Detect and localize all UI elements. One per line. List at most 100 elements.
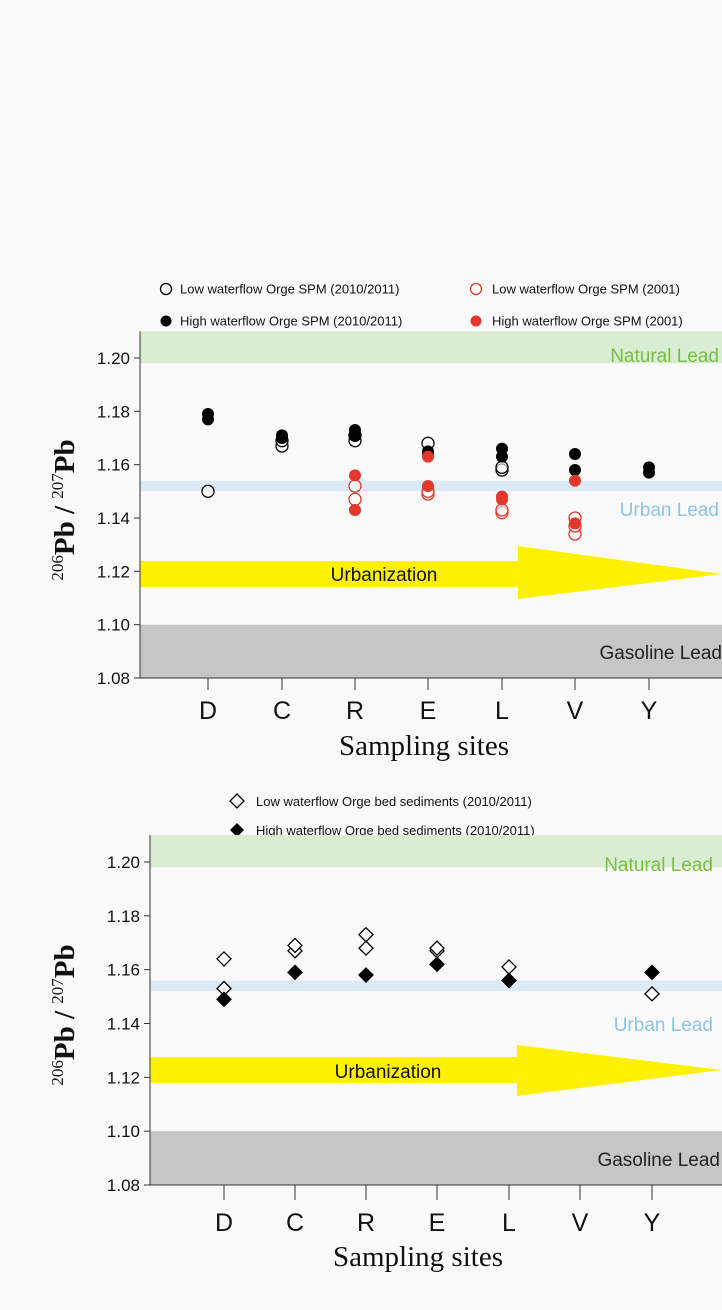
data-point-filled-circle bbox=[349, 469, 361, 482]
gasoline-lead-label: Gasoline Lead bbox=[599, 643, 722, 664]
legend-item: Low waterflow Orge bed sediments (2010/2… bbox=[229, 793, 532, 809]
legend-item: Low waterflow Orge SPM (2010/2011) bbox=[159, 282, 399, 297]
y-tick-label: 1.08 bbox=[107, 1176, 140, 1195]
urbanization-label: Urbanization bbox=[335, 1062, 442, 1083]
legend-marker bbox=[230, 823, 244, 837]
y-tick-label: 1.10 bbox=[97, 616, 130, 635]
legend-item: High waterflow Orge SPM (2001) bbox=[470, 314, 683, 329]
legend-item: High waterflow Orge bed sediments (2010/… bbox=[230, 823, 535, 838]
data-point-open-circle bbox=[495, 460, 509, 474]
data-point-filled-diamond bbox=[287, 964, 303, 981]
data-point-open-diamond bbox=[429, 940, 445, 957]
y-tick-label: 1.16 bbox=[97, 456, 130, 475]
data-point-open-diamond bbox=[644, 985, 660, 1002]
data-point-open-diamond bbox=[216, 950, 232, 967]
x-axis-title: Sampling sites bbox=[339, 730, 509, 762]
gasoline-lead-band bbox=[140, 624, 722, 678]
y-tick-label: 1.10 bbox=[107, 1122, 140, 1141]
y-axis-title: 206Pb / 207Pb bbox=[48, 439, 81, 580]
urbanization-arrow bbox=[140, 546, 722, 599]
x-tick-label: E bbox=[420, 697, 437, 725]
data-point-filled-circle bbox=[496, 442, 508, 455]
urbanization-label: Urbanization bbox=[331, 565, 438, 586]
chart-bed-sediments-legend: Low waterflow Orge bed sediments (2010/2… bbox=[229, 793, 535, 838]
data-point-filled-circle bbox=[496, 490, 508, 503]
x-tick-label: V bbox=[567, 697, 584, 725]
y-tick-label: 1.12 bbox=[107, 1068, 140, 1087]
urbanization-arrow bbox=[150, 1045, 722, 1096]
natural-lead-band bbox=[140, 331, 722, 364]
data-point-filled-diamond bbox=[358, 967, 374, 983]
data-point-filled-diamond bbox=[644, 964, 660, 981]
gasoline-lead-label: Gasoline Lead bbox=[597, 1150, 720, 1171]
data-point-open-diamond bbox=[501, 959, 517, 975]
data-point-open-circle bbox=[495, 503, 509, 517]
data-point-filled-circle bbox=[643, 461, 655, 474]
y-tick-label: 1.18 bbox=[97, 402, 130, 421]
legend-label: Low waterflow Orge bed sediments (2010/2… bbox=[256, 794, 532, 809]
urban-lead-label: Urban Lead bbox=[620, 500, 719, 521]
urban-lead-band bbox=[150, 980, 722, 992]
gasoline-lead-band bbox=[150, 1131, 722, 1185]
natural-lead-band bbox=[150, 835, 722, 868]
data-point-open-circle bbox=[348, 479, 362, 493]
x-tick-label: L bbox=[502, 1209, 516, 1237]
y-tick-label: 1.12 bbox=[97, 562, 130, 581]
data-point-filled-circle bbox=[422, 480, 434, 492]
natural-lead-label: Natural Lead bbox=[610, 346, 719, 367]
x-tick-label: D bbox=[215, 1209, 233, 1237]
x-tick-label: R bbox=[357, 1209, 375, 1237]
x-tick-label: E bbox=[429, 1209, 446, 1237]
data-point-filled-diamond bbox=[216, 991, 232, 1008]
y-axis-title: 206Pb / 207Pb bbox=[48, 944, 81, 1085]
y-tick-label: 1.14 bbox=[107, 1015, 140, 1034]
legend-item: High waterflow Orge SPM (2010/2011) bbox=[160, 314, 402, 329]
data-point-filled-circle bbox=[569, 474, 581, 487]
data-point-open-diamond bbox=[287, 937, 303, 954]
y-tick-label: 1.20 bbox=[107, 853, 140, 872]
legend-label: High waterflow Orge SPM (2010/2011) bbox=[180, 314, 402, 329]
chart-bed-sediments: Low waterflow Orge bed sediments (2010/2… bbox=[48, 793, 722, 1273]
natural-lead-label: Natural Lead bbox=[604, 855, 713, 876]
x-tick-label: L bbox=[495, 697, 509, 725]
x-tick-label: C bbox=[286, 1209, 304, 1237]
data-point-filled-circle bbox=[349, 504, 361, 516]
legend-marker bbox=[469, 282, 483, 296]
data-point-open-diamond bbox=[358, 940, 374, 957]
legend-marker bbox=[160, 315, 172, 327]
data-point-filled-circle bbox=[276, 429, 288, 442]
data-point-filled-circle bbox=[569, 517, 581, 530]
data-point-filled-circle bbox=[202, 408, 214, 420]
data-point-filled-circle bbox=[422, 450, 434, 463]
data-point-filled-circle bbox=[569, 464, 581, 476]
data-point-open-circle bbox=[201, 484, 215, 498]
data-point-filled-circle bbox=[569, 448, 581, 460]
y-tick-label: 1.16 bbox=[107, 961, 140, 980]
x-tick-label: R bbox=[346, 697, 364, 725]
legend-marker bbox=[229, 793, 245, 809]
legend-label: High waterflow Orge bed sediments (2010/… bbox=[256, 823, 535, 838]
x-tick-label: Y bbox=[644, 1209, 661, 1237]
data-point-filled-diamond bbox=[429, 956, 445, 973]
legend-label: Low waterflow Orge SPM (2001) bbox=[492, 282, 680, 297]
legend-label: High waterflow Orge SPM (2001) bbox=[492, 314, 683, 329]
x-tick-label: V bbox=[572, 1209, 589, 1237]
legend-marker bbox=[470, 315, 482, 327]
urban-lead-label: Urban Lead bbox=[614, 1015, 713, 1036]
data-point-open-circle bbox=[348, 492, 362, 506]
data-point-filled-circle bbox=[349, 424, 361, 436]
y-tick-label: 1.08 bbox=[97, 669, 130, 688]
data-point-filled-diamond bbox=[501, 972, 517, 989]
y-tick-label: 1.14 bbox=[97, 509, 130, 528]
y-tick-label: 1.20 bbox=[97, 349, 130, 368]
legend-item: Low waterflow Orge SPM (2001) bbox=[469, 282, 680, 297]
x-tick-label: D bbox=[199, 697, 217, 725]
x-tick-label: Y bbox=[641, 697, 658, 725]
chart-spm: Low waterflow Orge SPM (2010/2011) High … bbox=[48, 282, 722, 762]
data-point-open-diamond bbox=[358, 926, 374, 943]
legend-marker bbox=[159, 282, 173, 296]
x-tick-label: C bbox=[273, 697, 291, 725]
chart-spm-legend: Low waterflow Orge SPM (2010/2011) High … bbox=[159, 282, 683, 329]
legend-label: Low waterflow Orge SPM (2010/2011) bbox=[180, 282, 399, 297]
